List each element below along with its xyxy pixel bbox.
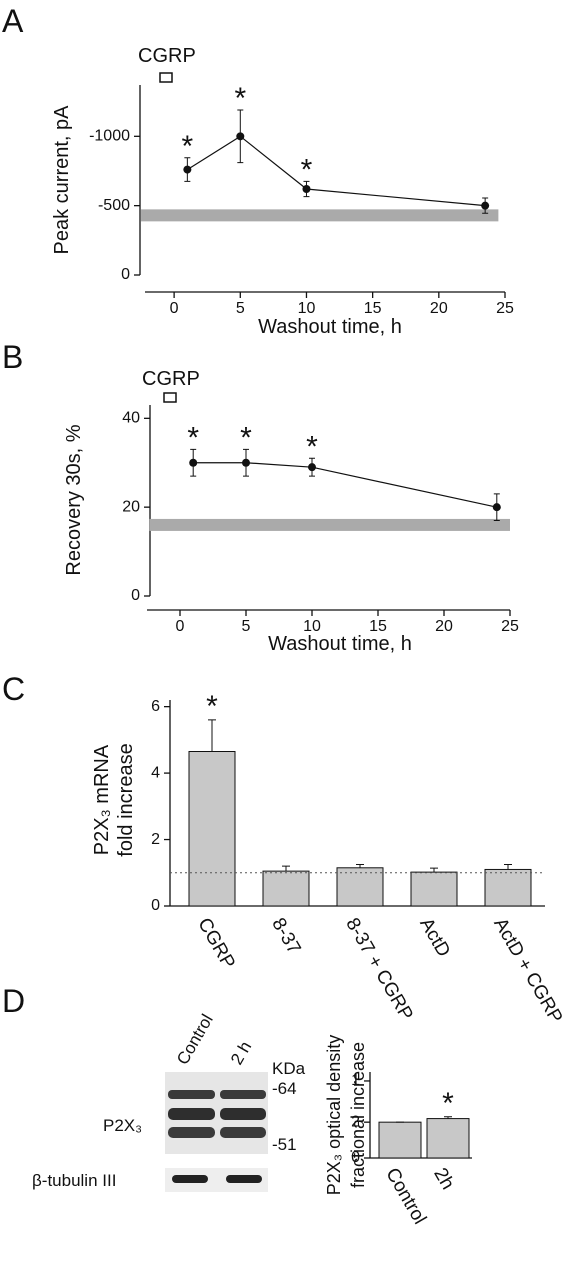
- blot-band: [168, 1127, 215, 1138]
- x-tick-label: Control: [381, 1165, 430, 1229]
- y-tick-label: 6: [151, 698, 160, 715]
- blot-band: [172, 1175, 208, 1183]
- y-axis-label: Peak current, pA: [51, 105, 73, 255]
- blot-band: [226, 1175, 262, 1183]
- row-label: β-tubulin III: [32, 1171, 116, 1190]
- blot-band: [220, 1090, 266, 1099]
- x-tick-label: 15: [364, 300, 382, 317]
- data-point: [308, 463, 316, 472]
- y-tick-label: 0: [121, 266, 130, 283]
- y-axis-label: fold increase: [115, 743, 137, 856]
- x-tick-label: ActD + CGRP: [489, 915, 562, 1027]
- x-tick-label: 10: [298, 300, 316, 317]
- x-tick-label: 5: [236, 300, 245, 317]
- y-tick-label: 20: [122, 498, 140, 515]
- y-axis-label: P2X₃ mRNA: [91, 744, 113, 855]
- x-tick-label: 25: [496, 300, 514, 317]
- y-tick-label: 4: [151, 764, 160, 781]
- data-line: [187, 135, 486, 207]
- y-tick-label: -500: [98, 197, 130, 214]
- significance-label: *: [240, 421, 252, 454]
- bar: [336, 867, 384, 907]
- marker-label: -64: [272, 1079, 297, 1098]
- error-bar: [208, 719, 216, 752]
- significance-label: *: [182, 130, 194, 163]
- panel-label: A: [2, 3, 24, 39]
- data-point: [183, 165, 192, 174]
- y-tick-label: 2: [351, 1113, 360, 1130]
- blot-band: [220, 1127, 266, 1138]
- bar: [484, 868, 532, 907]
- x-tick-label: 0: [176, 618, 185, 635]
- error-bar: [444, 1116, 452, 1119]
- y-axis-label: P2X₃ optical density: [324, 1035, 344, 1195]
- x-tick-label: 10: [303, 618, 321, 635]
- blot-image: [165, 1072, 268, 1192]
- blot-band: [220, 1108, 266, 1120]
- data-point: [236, 132, 245, 141]
- bar: [426, 1118, 470, 1159]
- x-tick-label: 2h: [429, 1165, 458, 1194]
- treatment-label: CGRP: [142, 368, 200, 390]
- y-tick-label: 0: [351, 1149, 360, 1166]
- bar: [262, 870, 310, 907]
- x-tick-label: 20: [430, 300, 448, 317]
- marker-label: -51: [272, 1135, 297, 1154]
- blot-band: [168, 1090, 215, 1099]
- panel-label: D: [2, 983, 25, 1019]
- treatment-marker: [163, 392, 177, 403]
- lane-label: Control: [173, 1011, 217, 1068]
- blot-band: [168, 1108, 215, 1120]
- x-axis-label: Washout time, h: [268, 633, 412, 655]
- y-axis-label: Recovery 30s, %: [63, 424, 85, 575]
- treatment-marker: [159, 72, 173, 83]
- panel-label: B: [2, 339, 23, 375]
- unit-label: KDa: [272, 1059, 306, 1078]
- control-band: [149, 518, 510, 531]
- y-tick-label: 40: [122, 410, 140, 427]
- x-axis-label: Washout time, h: [258, 316, 402, 338]
- x-tick-label: 15: [369, 618, 387, 635]
- x-tick-label: 8-37: [267, 915, 304, 958]
- x-tick-label: 0: [170, 300, 179, 317]
- y-tick-label: 2: [151, 831, 160, 848]
- x-tick-label: 5: [242, 618, 251, 635]
- x-tick-label: 25: [501, 618, 519, 635]
- y-tick-label: 0: [151, 897, 160, 914]
- y-axis-label: fractional increase: [348, 1042, 368, 1188]
- panel-label: C: [2, 671, 25, 707]
- y-tick-label: 1: [351, 1072, 360, 1089]
- bar: [410, 871, 458, 907]
- bar: [378, 1121, 422, 1159]
- y-tick-label: -1000: [89, 128, 130, 145]
- data-point: [481, 201, 490, 210]
- row-label: P2X₃: [103, 1116, 142, 1135]
- error-bar: [282, 865, 290, 872]
- control-band: [141, 209, 499, 222]
- data-point: [242, 458, 250, 467]
- bar: [188, 751, 236, 907]
- x-tick-label: ActD: [415, 915, 454, 961]
- significance-label: *: [234, 82, 246, 115]
- error-bar: [504, 863, 512, 870]
- significance-label: *: [442, 1087, 454, 1120]
- y-tick-label: 0: [131, 587, 140, 604]
- significance-label: *: [206, 690, 218, 723]
- x-tick-label: 8-37 + CGRP: [341, 915, 416, 1025]
- treatment-label: CGRP: [138, 45, 196, 67]
- data-line: [193, 462, 497, 508]
- data-point: [302, 185, 311, 194]
- error-bar: [356, 863, 364, 868]
- x-tick-label: CGRP: [193, 915, 239, 973]
- error-bar: [430, 867, 438, 873]
- significance-label: *: [301, 153, 313, 186]
- data-point: [189, 458, 198, 467]
- significance-label: *: [306, 430, 318, 463]
- x-tick-label: 20: [435, 618, 453, 635]
- data-point: [492, 503, 501, 512]
- lane-label: 2 h: [227, 1038, 255, 1068]
- significance-label: *: [187, 421, 199, 454]
